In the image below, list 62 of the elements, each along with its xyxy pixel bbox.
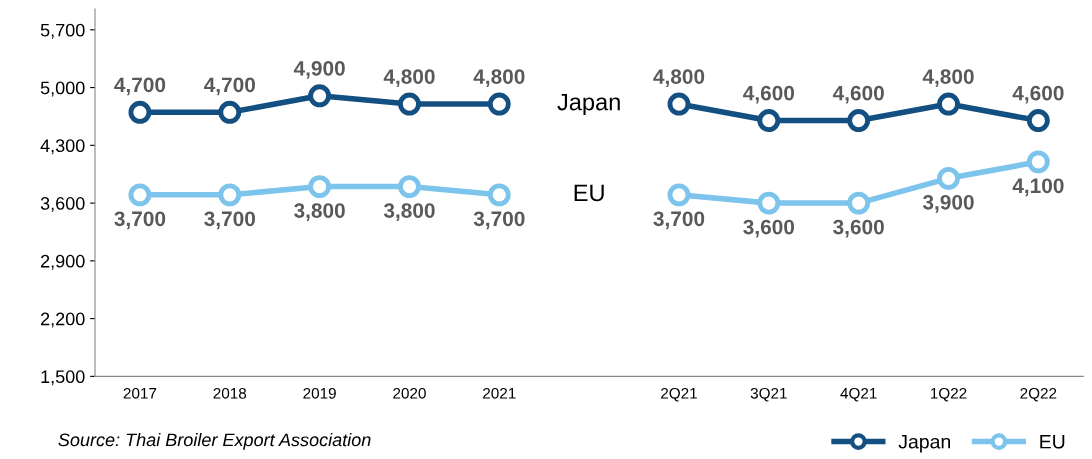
point [937, 92, 960, 116]
y-tick-label: 5,000 [40, 81, 85, 97]
data-label: 4,800 [473, 69, 525, 87]
x-tick-label: 4Q21 [840, 387, 877, 402]
x-tick-label: 2021 [483, 387, 516, 399]
data-label: 4,900 [293, 60, 345, 79]
y-tick-label: 1,500 [41, 370, 85, 386]
data-label: 3,700 [204, 211, 255, 230]
point [308, 175, 332, 199]
x-tick-label: 2Q21 [661, 387, 697, 402]
point [847, 109, 871, 133]
data-label: 4,800 [653, 69, 705, 87]
data-label: 4,700 [204, 77, 255, 96]
point [218, 100, 242, 124]
data-label: 3,900 [922, 194, 974, 213]
x-tick-label: 3Q21 [750, 387, 787, 402]
point [847, 191, 871, 215]
point [667, 183, 691, 207]
data-label: 4,800 [383, 69, 435, 87]
data-label: 3,700 [473, 211, 525, 230]
point [397, 92, 421, 116]
source-note: Source: Thai Broiler Export Association [58, 432, 371, 450]
point [487, 183, 511, 207]
x-tick-label: 2017 [123, 387, 157, 399]
data-label: 3,700 [114, 211, 166, 230]
point [218, 183, 242, 207]
y-tick-label: 2,200 [41, 312, 85, 328]
data-label: 4,800 [922, 69, 974, 87]
data-label: 3,800 [294, 203, 345, 221]
x-tick-label: 2020 [393, 387, 426, 399]
point [487, 92, 511, 116]
x-tick-label: 2018 [213, 387, 247, 399]
data-label: 4,700 [114, 77, 166, 96]
point [1026, 109, 1050, 133]
data-label: 4,600 [1012, 85, 1064, 104]
x-tick-label: 1Q22 [930, 387, 967, 402]
point [757, 191, 781, 215]
data-label: 4,600 [832, 85, 884, 104]
data-label: 4,100 [1012, 178, 1064, 197]
data-label: 3,600 [833, 219, 884, 238]
data-label: 3,600 [743, 219, 795, 238]
text: Japan [557, 93, 620, 116]
y-tick-label: 2,900 [41, 254, 85, 270]
point [128, 183, 152, 207]
data-label: 3,800 [383, 203, 435, 221]
point [937, 166, 960, 190]
point [397, 175, 421, 199]
point [1026, 150, 1050, 174]
point [667, 92, 691, 116]
data-label: 4,600 [743, 85, 795, 104]
point [128, 100, 152, 124]
y-tick-label: 3,600 [40, 197, 85, 212]
data-label: 3,700 [653, 211, 705, 230]
x-tick-label: 2Q22 [1020, 387, 1057, 402]
y-tick-label: 5,700 [40, 23, 85, 39]
point [757, 109, 781, 133]
text: EU [574, 184, 604, 202]
legend-label: EU [1040, 434, 1065, 449]
point [308, 84, 332, 108]
legend-label: Japan [898, 434, 950, 453]
y-tick-label: 4,300 [40, 139, 85, 155]
x-tick-label: 2019 [303, 387, 336, 399]
